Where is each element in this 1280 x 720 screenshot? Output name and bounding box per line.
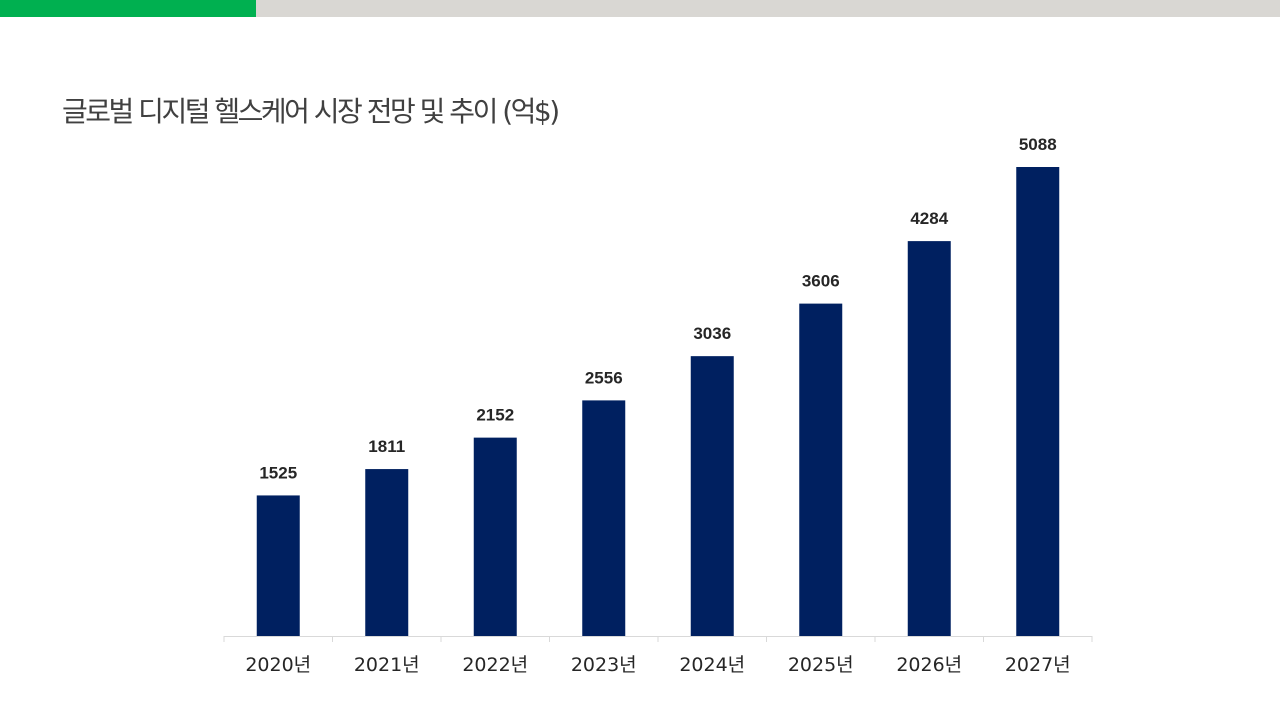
value-label: 4284	[910, 209, 948, 228]
bar-2020년	[256, 495, 300, 636]
value-label: 3036	[693, 324, 731, 343]
category-label: 2026년	[896, 654, 962, 676]
category-label: 2020년	[245, 654, 311, 676]
chart-title: 글로벌 디지털 헬스케어 시장 전망 및 추이 (억$)	[62, 95, 560, 128]
bar-2023년	[582, 400, 626, 636]
bar-2025년	[799, 303, 843, 636]
value-label: 1811	[368, 437, 405, 456]
top-bar-accent	[0, 0, 256, 17]
value-label: 2556	[585, 368, 623, 387]
value-label: 3606	[802, 272, 840, 291]
category-label: 2027년	[1005, 654, 1071, 676]
category-label: 2024년	[679, 654, 745, 676]
category-label: 2025년	[788, 654, 854, 676]
category-labels: 2020년 2021년 2022년 2023년 2024년 2025년 2026년 2027년	[245, 654, 1070, 676]
bar-2026년	[907, 241, 951, 637]
category-label: 2023년	[571, 654, 637, 676]
value-label: 5088	[1019, 135, 1057, 154]
bars-group	[256, 167, 1060, 637]
category-label: 2021년	[354, 654, 420, 676]
bar-2022년	[473, 437, 517, 636]
value-label: 2152	[476, 406, 514, 425]
bar-2021년	[365, 469, 409, 636]
bar-2024년	[690, 356, 734, 636]
x-axis	[223, 636, 1093, 642]
bar-2027년	[1016, 167, 1060, 636]
value-labels: 1525 1811 2152 2556 3036 3606 4284 5088	[259, 135, 1056, 482]
category-label: 2022년	[462, 654, 528, 676]
value-label: 1525	[259, 463, 297, 482]
top-bar	[0, 0, 1280, 17]
